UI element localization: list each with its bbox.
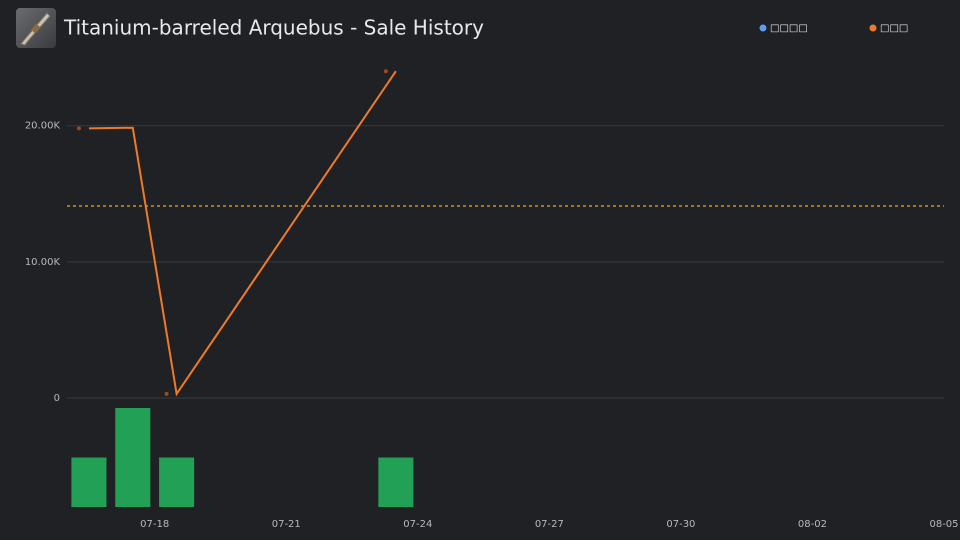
x-tick-label: 07-30 xyxy=(666,519,695,530)
x-tick-label: 08-02 xyxy=(798,519,827,530)
legend-swatch xyxy=(869,24,877,32)
y-tick-label: 0 xyxy=(54,393,60,404)
price-line xyxy=(88,70,397,397)
chart-title: Titanium-barreled Arquebus - Sale Histor… xyxy=(63,16,484,40)
x-tick-label: 08-05 xyxy=(929,519,958,530)
volume-bar xyxy=(71,457,107,507)
sale-marker xyxy=(164,391,169,396)
x-tick-label: 07-18 xyxy=(140,519,169,530)
legend-label: □□□ xyxy=(880,23,908,34)
volume-bar xyxy=(159,457,195,507)
item-icon xyxy=(16,8,56,48)
sale-marker xyxy=(76,126,81,131)
volume-bar xyxy=(115,408,151,507)
legend-swatch xyxy=(759,24,767,32)
x-tick-label: 07-21 xyxy=(272,519,301,530)
volume-bar xyxy=(378,457,414,507)
y-tick-label: 10.00K xyxy=(25,257,61,268)
sale-marker xyxy=(383,69,388,74)
x-tick-label: 07-27 xyxy=(535,519,564,530)
x-tick-label: 07-24 xyxy=(403,519,432,530)
y-tick-label: 20.00K xyxy=(25,121,61,132)
legend-label: □□□□ xyxy=(770,23,808,34)
